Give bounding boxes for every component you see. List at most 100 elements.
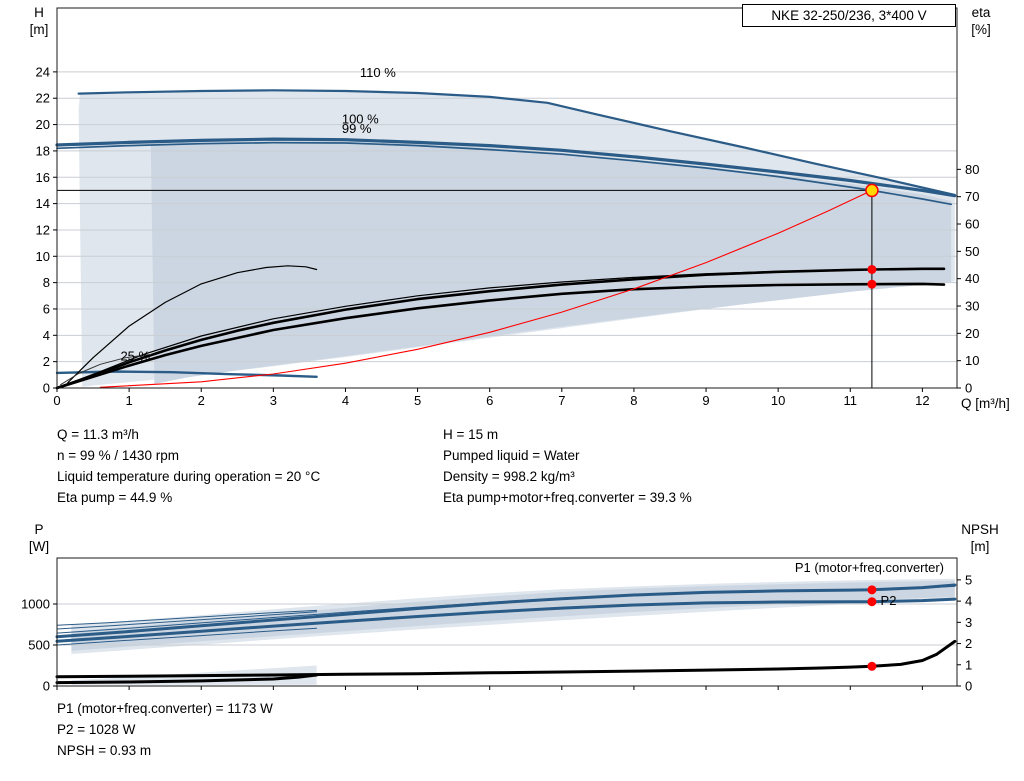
pump-type-box: NKE 32-250/236, 3*400 V bbox=[742, 4, 956, 27]
y-tick-label: 22 bbox=[36, 91, 50, 106]
y-tick-label: 1000 bbox=[21, 597, 50, 612]
result-info: P1 (motor+freq.converter) = 1173 W P2 = … bbox=[57, 698, 273, 761]
y-tick-label: 20 bbox=[36, 117, 50, 132]
y2-tick-label: 60 bbox=[965, 217, 979, 232]
duty-liquid-line: Pumped liquid = Water bbox=[443, 448, 580, 463]
y2-tick-label: 30 bbox=[965, 299, 979, 314]
plot-frame bbox=[56, 7, 958, 389]
y-tick-label: 10 bbox=[36, 249, 50, 264]
y-tick-label: 0 bbox=[43, 679, 50, 694]
y2-tick-label: 40 bbox=[965, 271, 979, 286]
p2-curve bbox=[55, 597, 957, 643]
p-thin-curve-b bbox=[56, 609, 318, 626]
p-thin-curve-a bbox=[56, 611, 318, 630]
y2-tick-label: 50 bbox=[965, 244, 979, 259]
p1-dot bbox=[867, 585, 877, 595]
curve-label: P1 (motor+freq.converter) bbox=[795, 560, 944, 575]
y-tick-label: 16 bbox=[36, 170, 50, 185]
y-tick-label: 2 bbox=[43, 354, 50, 369]
duty-q-line: Q = 11.3 m³/h bbox=[57, 427, 139, 442]
x-tick-label: 12 bbox=[915, 393, 929, 408]
y-tick-label: 8 bbox=[43, 275, 50, 290]
x-tick-label: 3 bbox=[270, 393, 277, 408]
power-envelope-inner bbox=[71, 580, 955, 651]
y2-tick-label: 4 bbox=[965, 594, 972, 609]
y2-tick-label: 3 bbox=[965, 615, 972, 630]
curve-label: 99 % bbox=[342, 121, 372, 136]
curve-label: 25 % bbox=[120, 348, 150, 363]
curve-label: 100 % bbox=[342, 111, 379, 126]
y-tick-label: 4 bbox=[43, 328, 50, 343]
p-thin-curve-c bbox=[56, 627, 318, 646]
x-tick-label: 11 bbox=[844, 393, 858, 408]
y-tick-label: 500 bbox=[28, 638, 50, 653]
duty-info-left: Q = 11.3 m³/h n = 99 % / 1430 rpm Liquid… bbox=[57, 424, 320, 508]
y2-tick-label: 10 bbox=[965, 353, 979, 368]
eta-axis-title: eta [%] bbox=[960, 4, 1002, 38]
x-tick-label: 7 bbox=[558, 393, 565, 408]
p-axis-title: P [W] bbox=[20, 521, 58, 555]
result-p2-line: P2 = 1028 W bbox=[57, 722, 136, 737]
x-tick-label: 8 bbox=[630, 393, 637, 408]
operating-envelope-inner bbox=[150, 140, 952, 384]
duty-temperature-line: Liquid temperature during operation = 20… bbox=[57, 469, 321, 484]
duty-eta-pump-line: Eta pump = 44.9 % bbox=[57, 490, 173, 505]
eta-pump-dot bbox=[867, 264, 877, 274]
eta-reduced-speed-curve bbox=[67, 265, 318, 384]
qh-curve-110pct bbox=[77, 89, 956, 197]
x-tick-label: 9 bbox=[702, 393, 709, 408]
duty-speed-line: n = 99 % / 1430 rpm bbox=[57, 448, 179, 463]
p-axis-symbol: P bbox=[34, 522, 44, 537]
x-tick-label: 4 bbox=[342, 393, 349, 408]
eta-thin-curve bbox=[56, 269, 822, 389]
result-npsh-line: NPSH = 0.93 m bbox=[57, 743, 152, 758]
h-axis-symbol: H bbox=[34, 5, 44, 20]
eta-small-curve bbox=[60, 353, 152, 386]
eta-pump-curve bbox=[55, 267, 946, 390]
npsh-dot bbox=[867, 661, 877, 671]
duty-h-line: H = 15 m bbox=[443, 427, 499, 442]
duty-info-right: H = 15 m Pumped liquid = Water Density =… bbox=[443, 424, 692, 508]
eta-total-curve bbox=[55, 282, 946, 390]
npsh-short-curve bbox=[55, 673, 319, 685]
y2-tick-label: 0 bbox=[965, 679, 972, 694]
result-p1-line: P1 (motor+freq.converter) = 1173 W bbox=[57, 701, 273, 716]
y-tick-label: 6 bbox=[43, 301, 50, 316]
y2-tick-label: 5 bbox=[965, 572, 972, 587]
y-tick-label: 14 bbox=[36, 196, 50, 211]
eta-axis-unit: [%] bbox=[971, 22, 991, 37]
duty-eta-total-line: Eta pump+motor+freq.converter = 39.3 % bbox=[443, 490, 692, 505]
p1-curve bbox=[55, 583, 957, 639]
h-axis-title: H [m] bbox=[20, 4, 58, 38]
npsh-axis-title: NPSH [m] bbox=[952, 521, 1008, 555]
p-axis-unit: [W] bbox=[28, 539, 50, 554]
y2-tick-label: 20 bbox=[965, 326, 979, 341]
y2-tick-label: 80 bbox=[965, 162, 979, 177]
y-tick-label: 0 bbox=[43, 381, 50, 396]
npsh-axis-symbol: NPSH bbox=[961, 522, 999, 537]
x-tick-label: 1 bbox=[125, 393, 132, 408]
npsh-axis-unit: [m] bbox=[970, 539, 990, 554]
qh-curve-100pct bbox=[55, 137, 957, 198]
y2-tick-label: 2 bbox=[965, 636, 972, 651]
curve-label: P2 bbox=[881, 593, 897, 608]
x-tick-label: 0 bbox=[53, 393, 60, 408]
y2-tick-label: 70 bbox=[965, 189, 979, 204]
x-tick-label: 6 bbox=[486, 393, 493, 408]
y-tick-label: 24 bbox=[36, 64, 50, 79]
y2-tick-label: 1 bbox=[965, 657, 972, 672]
y-tick-label: 12 bbox=[36, 222, 50, 237]
system-curve bbox=[99, 189, 873, 388]
eta-axis-symbol: eta bbox=[971, 5, 991, 20]
duty-point-dot bbox=[865, 183, 879, 198]
x-tick-label: 5 bbox=[414, 393, 421, 408]
eta-total-dot bbox=[867, 279, 877, 289]
h-axis-unit: [m] bbox=[29, 22, 49, 37]
duty-density-line: Density = 998.2 kg/m³ bbox=[443, 469, 575, 484]
p2-dot bbox=[867, 597, 877, 607]
y-tick-label: 18 bbox=[36, 143, 50, 158]
y2-tick-label: 0 bbox=[965, 381, 972, 396]
q-axis-title: Q [m³/h] bbox=[961, 396, 1010, 411]
qh-curve-99pct bbox=[56, 141, 953, 206]
